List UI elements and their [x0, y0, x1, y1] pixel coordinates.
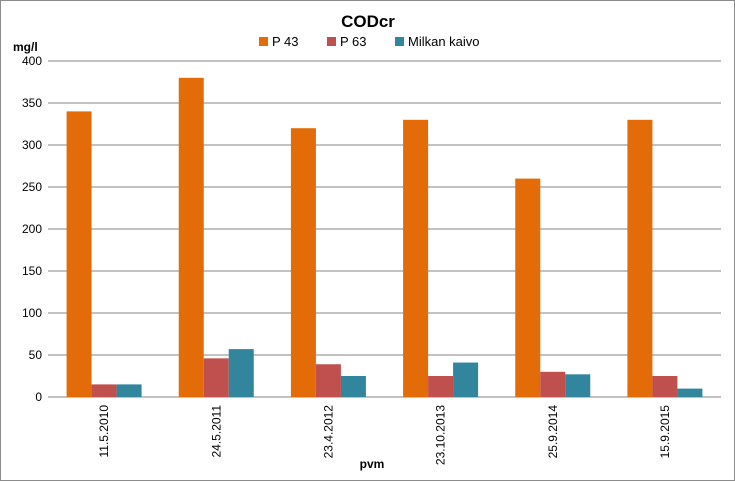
legend-swatch — [259, 37, 268, 46]
bar — [228, 349, 254, 397]
bar — [178, 77, 204, 398]
x-ticks: 11.5.2010 24.5.2011 23.4.2012 23.10.2013 25.… — [97, 405, 672, 465]
bar — [428, 376, 454, 397]
x-axis-label: pvm — [360, 457, 385, 471]
bar — [203, 358, 229, 397]
x-tick-label: 15.9.2015 — [658, 405, 672, 459]
x-tick-label: 11.5.2010 — [97, 405, 111, 458]
legend-label: Milkan kaivo — [408, 34, 480, 49]
bar — [66, 111, 92, 398]
bar — [116, 384, 142, 397]
legend-swatch — [395, 37, 404, 46]
x-tick-label: 25.9.2014 — [546, 405, 560, 459]
y-tick-label: 50 — [29, 348, 43, 362]
legend-swatch — [327, 37, 336, 46]
legend: P 43 P 63 Milkan kaivo — [259, 34, 480, 49]
y-tick-label: 250 — [22, 180, 42, 194]
bar — [652, 376, 678, 397]
bar — [91, 384, 117, 397]
x-tick-label: 23.4.2012 — [321, 405, 335, 459]
y-tick-label: 100 — [22, 306, 42, 320]
bar — [627, 119, 653, 398]
legend-label: P 63 — [340, 34, 367, 49]
grid — [48, 60, 721, 398]
chart-title: CODcr — [341, 12, 395, 31]
legend-label: P 43 — [272, 34, 299, 49]
bar — [540, 371, 566, 397]
bar — [453, 362, 479, 397]
y-tick-label: 200 — [22, 222, 42, 236]
bars — [66, 77, 703, 398]
y-tick-label: 0 — [35, 390, 42, 404]
y-tick-label: 300 — [22, 138, 42, 152]
bar — [565, 374, 591, 397]
bar — [515, 178, 541, 397]
x-tick-label: 24.5.2011 — [209, 405, 223, 458]
y-ticks: 0 50 100 150 200 250 300 350 400 — [22, 54, 42, 404]
y-tick-label: 400 — [22, 54, 42, 68]
bar — [290, 128, 316, 397]
bar — [403, 119, 429, 398]
bar — [677, 388, 703, 397]
y-tick-label: 150 — [22, 264, 42, 278]
bar — [315, 364, 341, 397]
y-tick-label: 350 — [22, 96, 42, 110]
x-tick-label: 23.10.2013 — [434, 405, 448, 465]
bar — [340, 376, 366, 397]
y-axis-label: mg/l — [13, 40, 38, 54]
